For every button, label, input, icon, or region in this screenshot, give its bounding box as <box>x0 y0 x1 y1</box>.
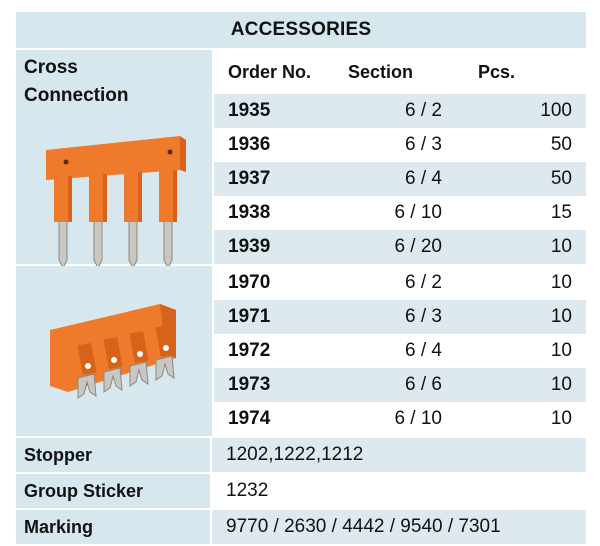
pcs-cell: 15 <box>550 202 572 223</box>
marking-value: 9770 / 2630 / 4442 / 9540 / 7301 <box>212 510 586 544</box>
cross-connection-section-a: Cross Connection <box>16 50 586 270</box>
table-row: 1935 6 / 2 100 <box>214 94 586 128</box>
pcs-cell: 10 <box>550 236 572 257</box>
pcs-cell: 10 <box>550 306 572 327</box>
table-row: 1938 6 / 10 15 <box>214 196 586 230</box>
cross-connector-fork-image <box>50 304 176 399</box>
table-row: 1971 6 / 3 10 <box>214 300 586 334</box>
cross-connection-section-b: 1970 6 / 2 10 1971 6 / 3 10 1972 6 / 4 1… <box>16 266 586 438</box>
stopper-row: Stopper 1202,1222,1212 <box>16 438 586 474</box>
section-cell: 6 / 10 <box>394 408 442 429</box>
cross-connection-label-cell: Cross Connection <box>16 50 214 270</box>
table-row: 1936 6 / 3 50 <box>214 128 586 162</box>
order-cell: 1972 <box>228 340 271 361</box>
cross-label-line2: Connection <box>24 85 129 106</box>
order-cell: 1935 <box>228 100 271 121</box>
pcs-cell: 10 <box>550 408 572 429</box>
section-cell: 6 / 3 <box>405 306 442 327</box>
group-sticker-row: Group Sticker 1232 <box>16 474 586 510</box>
cross-connector-straight-image <box>46 136 186 270</box>
accessories-table: ACCESSORIES Cross Connection <box>16 12 586 546</box>
table-row: 1970 6 / 2 10 <box>214 266 586 300</box>
order-cell: 1938 <box>228 202 271 223</box>
section-header: Section <box>348 61 414 82</box>
pcs-header: Pcs. <box>478 61 516 82</box>
stopper-value: 1202,1222,1212 <box>212 438 586 472</box>
section-cell: 6 / 2 <box>405 272 442 293</box>
table-row: 1972 6 / 4 10 <box>214 334 586 368</box>
cross-connection-data-a: Order No. Section Pcs. 1935 6 / 2 100 19… <box>214 50 586 264</box>
cross-label-line1: Cross <box>24 57 78 78</box>
order-cell: 1939 <box>228 236 271 257</box>
section-cell: 6 / 4 <box>405 168 442 189</box>
pcs-cell: 100 <box>540 100 572 121</box>
pcs-cell: 10 <box>550 340 572 361</box>
marking-row: Marking 9770 / 2630 / 4442 / 9540 / 7301 <box>16 510 586 546</box>
stopper-label: Stopper <box>16 438 212 472</box>
column-headers: Order No. Section Pcs. <box>214 50 586 94</box>
table-row: 1939 6 / 20 10 <box>214 230 586 264</box>
section-cell: 6 / 10 <box>394 202 442 223</box>
pcs-cell: 10 <box>550 272 572 293</box>
section-cell: 6 / 20 <box>394 236 442 257</box>
group-sticker-value: 1232 <box>212 474 586 508</box>
table-row: 1973 6 / 6 10 <box>214 368 586 402</box>
section-cell: 6 / 6 <box>405 374 442 395</box>
cross-connection-label: Cross Connection <box>16 50 212 110</box>
pcs-cell: 50 <box>550 168 572 189</box>
section-cell: 6 / 3 <box>405 134 442 155</box>
order-cell: 1937 <box>228 168 271 189</box>
table-title: ACCESSORIES <box>16 12 586 50</box>
group-sticker-label: Group Sticker <box>16 474 212 508</box>
order-cell: 1970 <box>228 272 271 293</box>
section-cell: 6 / 4 <box>405 340 442 361</box>
table-row: 1974 6 / 10 10 <box>214 402 586 436</box>
cross-connection-data-b: 1970 6 / 2 10 1971 6 / 3 10 1972 6 / 4 1… <box>214 266 586 436</box>
order-cell: 1974 <box>228 408 271 429</box>
marking-label: Marking <box>16 510 212 544</box>
order-no-header: Order No. <box>228 61 312 82</box>
order-cell: 1936 <box>228 134 271 155</box>
pcs-cell: 50 <box>550 134 572 155</box>
section-cell: 6 / 2 <box>405 100 442 121</box>
table-row: 1937 6 / 4 50 <box>214 162 586 196</box>
pcs-cell: 10 <box>550 374 572 395</box>
cross-connection-image-cell <box>16 266 214 436</box>
order-cell: 1971 <box>228 306 271 327</box>
order-cell: 1973 <box>228 374 271 395</box>
